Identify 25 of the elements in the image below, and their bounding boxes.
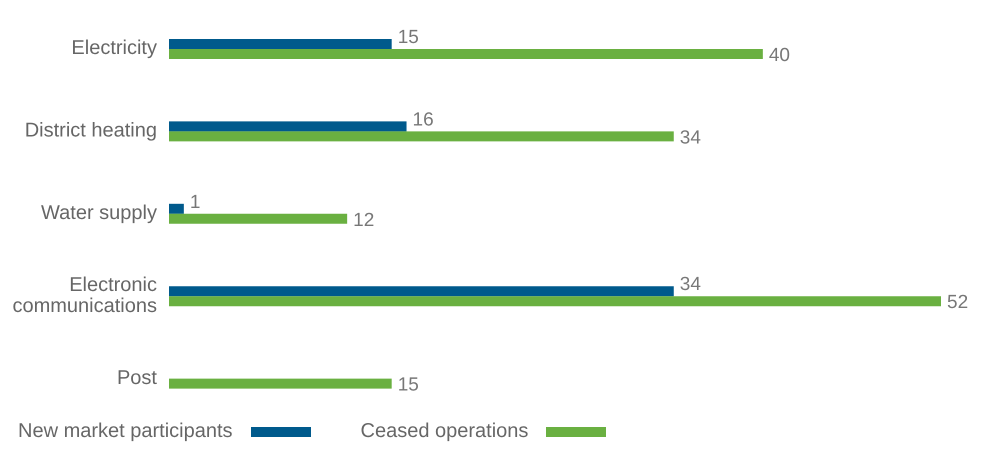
- y-tick-label: Water supply: [41, 202, 157, 224]
- bar: [169, 131, 674, 142]
- bar: [169, 296, 941, 306]
- bar: [169, 49, 763, 59]
- data-label: 15: [398, 374, 419, 396]
- y-tick-label: District heating: [24, 120, 157, 142]
- data-label: 34: [680, 127, 702, 148]
- data-label: 40: [768, 45, 790, 66]
- bar: [169, 39, 392, 49]
- data-label: 1: [190, 192, 200, 213]
- data-label: 16: [412, 109, 434, 130]
- y-tick-label: Electricity: [71, 37, 157, 60]
- legend-label: Ceased operations: [360, 420, 528, 443]
- bar: [169, 286, 674, 296]
- y-tick-label: Electronic communications: [12, 274, 157, 318]
- data-label: 34: [680, 274, 702, 296]
- bar: [169, 204, 184, 214]
- data-label: 15: [398, 27, 419, 48]
- bar: [169, 214, 348, 224]
- data-label: 12: [353, 210, 374, 231]
- bar: [169, 378, 392, 389]
- bar: [169, 121, 407, 132]
- legend-label: New market participants: [18, 420, 233, 443]
- y-tick-label: Post: [116, 367, 158, 390]
- data-label: 52: [947, 292, 968, 314]
